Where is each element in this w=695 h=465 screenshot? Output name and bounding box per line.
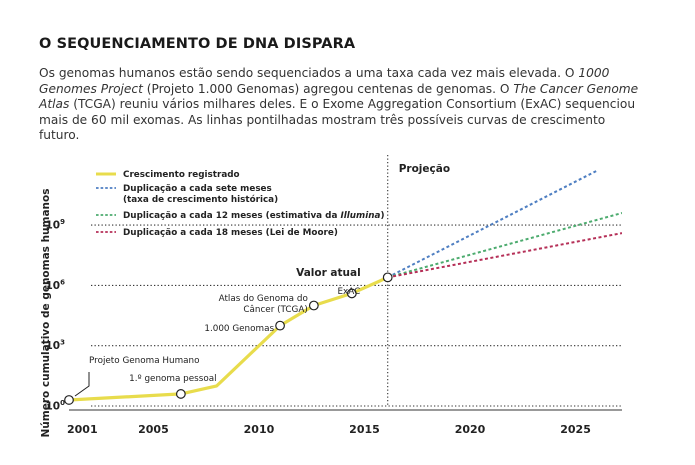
legend-label-seven-line2: (taxa de crescimento histórica)	[123, 194, 278, 205]
leader-line-hgp	[74, 371, 90, 397]
y-tick-exponent: 6	[60, 278, 65, 286]
y-tick-label-0: 100	[46, 399, 66, 413]
intro-text-1: Os genomas humanos estão sendo sequencia…	[39, 66, 579, 80]
series-line-twelve	[387, 212, 622, 279]
x-tick-label-2025: 2025	[560, 423, 591, 436]
y-tick-base: 10	[46, 280, 61, 292]
legend-label-seven: Duplicação a cada sete meses	[123, 184, 272, 194]
intro-italic-1: 1000 Genomes Project	[39, 66, 610, 96]
milestone-marker-4	[346, 288, 357, 299]
legend-label-eighteen: Duplicação a cada 18 meses (Lei de Moore…	[123, 228, 338, 238]
marker-label-1000-genomes: 1.000 Genomas	[204, 324, 274, 334]
x-tick-label-2001: 2001	[67, 423, 98, 436]
marker-label-hgp: Projeto Genoma Humano	[89, 356, 200, 366]
legend-label-registered: Crescimento registrado	[123, 170, 240, 180]
legend-label-part: )	[380, 211, 384, 221]
legend-label-twelve: Duplicação a cada 12 meses (estimativa d…	[123, 211, 384, 221]
marker-label-tcga-line1: Atlas do Genoma do	[219, 294, 308, 304]
legend-label-part: Illumina	[340, 211, 380, 221]
series-line-eighteen	[387, 232, 622, 279]
projection-label: Projeção	[399, 163, 450, 175]
current-value-label: Valor atual	[296, 267, 361, 279]
y-tick-base: 10	[46, 340, 61, 352]
marker-label-tcga-line2: Câncer (TCGA)	[243, 305, 307, 315]
x-tick-label-2005: 2005	[138, 423, 169, 436]
y-tick-label-3: 103	[46, 339, 66, 353]
milestone-marker-2	[275, 320, 285, 331]
y-axis-label: Número cumulativo de genomas humanos	[40, 189, 52, 438]
intro-italic-2: The Cancer Genome Atlas	[39, 81, 639, 112]
y-tick-exponent: 9	[60, 218, 65, 226]
x-tick-label-2015: 2015	[349, 423, 380, 436]
milestone-marker-1	[175, 389, 186, 399]
marker-label-exac: ExAC	[337, 287, 360, 297]
intro-text-3: (TCGA) reuniu vários milhares deles. E o…	[39, 97, 636, 142]
y-tick-label-6: 106	[46, 278, 66, 292]
series-line-seven	[387, 169, 598, 279]
y-tick-base: 10	[46, 220, 61, 232]
milestone-marker-5	[382, 272, 393, 283]
milestone-marker-0	[64, 395, 74, 405]
legend-label-part: Duplicação a cada 12 meses (estimativa d…	[123, 211, 340, 221]
y-tick-base: 10	[46, 401, 61, 413]
chart-title: O SEQUENCIAMENTO DE DNA DISPARA	[39, 36, 356, 52]
marker-label-personal-genome: 1.º genoma pessoal	[129, 374, 216, 384]
chart-intro: Os genomas humanos estão sendo sequencia…	[39, 66, 649, 144]
y-tick-exponent: 0	[60, 399, 65, 407]
intro-text-2: (Projeto 1.000 Genomas) agregou centenas…	[142, 81, 514, 96]
y-tick-label-9: 109	[46, 218, 66, 232]
milestone-marker-3	[308, 300, 319, 311]
y-tick-exponent: 3	[60, 339, 65, 347]
x-tick-label-2010: 2010	[244, 423, 275, 436]
x-tick-label-2020: 2020	[455, 423, 486, 436]
